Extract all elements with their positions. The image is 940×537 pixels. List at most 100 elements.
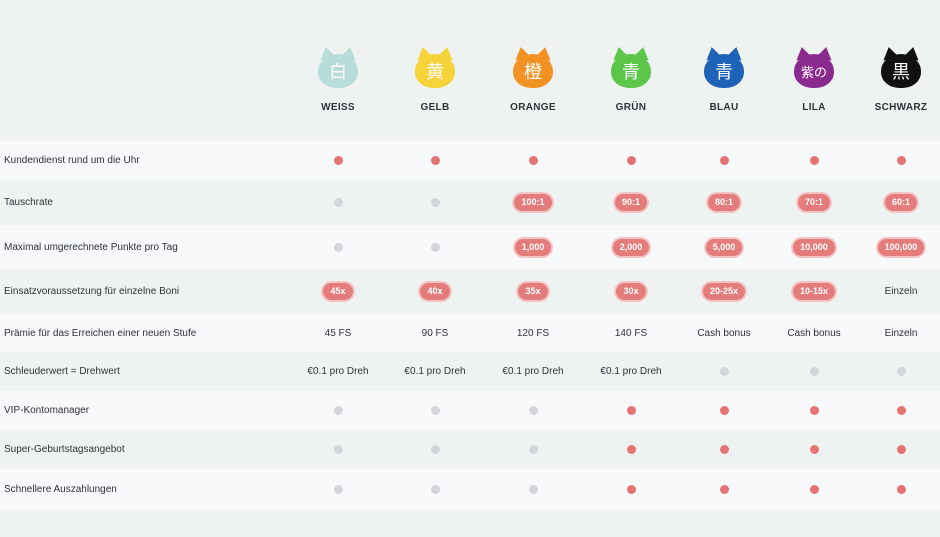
excluded-dot-icon (333, 242, 343, 252)
table-cell (385, 391, 485, 430)
table-cell: 10,000 (764, 225, 864, 269)
excluded-dot-icon (430, 485, 440, 494)
table-cell: 45x (288, 269, 388, 314)
table-cell (674, 430, 774, 469)
row-label: Super-Geburtstagsangebot (4, 444, 125, 455)
row-label: Prämie für das Erreichen einer neuen Stu… (4, 327, 197, 339)
table-row: Kundendienst rund um die Uhr (0, 141, 940, 180)
table-cell: 40x (385, 269, 485, 314)
excluded-dot-icon (430, 242, 440, 252)
included-dot-icon (809, 406, 819, 415)
included-dot-icon (719, 485, 729, 494)
tier-glyph: 青 (704, 54, 744, 88)
row-label: Einsatzvoraussetzung für einzelne Boni (4, 286, 180, 297)
tier-label: WEISS (321, 102, 355, 113)
table-cell (483, 391, 583, 430)
table-cell: €0.1 pro Dreh (385, 352, 485, 391)
table-cell: Einzeln (851, 314, 940, 352)
table-cell (764, 391, 864, 430)
table-cell: 10-15x (764, 269, 864, 314)
table-cell (385, 141, 485, 180)
excluded-dot-icon (719, 367, 729, 376)
table-row: Tauschrate 100:1 90:1 80:1 70:1 60:1 (0, 180, 940, 225)
excluded-dot-icon (528, 445, 538, 454)
included-dot-icon (626, 445, 636, 454)
table-cell (764, 352, 864, 391)
included-dot-icon (896, 445, 906, 454)
table-cell (483, 469, 583, 510)
cat-badge-icon: 紫の (793, 45, 835, 88)
table-cell (851, 391, 940, 430)
value-pill: 1,000 (514, 238, 552, 256)
excluded-dot-icon (809, 367, 819, 376)
excluded-dot-icon (896, 367, 906, 376)
table-cell (674, 141, 774, 180)
cell-text: Einzeln (884, 327, 918, 339)
footer-band (0, 510, 940, 537)
table-cell (581, 391, 681, 430)
included-dot-icon (719, 156, 729, 165)
included-dot-icon (719, 406, 729, 415)
table-cell (288, 469, 388, 510)
table-cell: €0.1 pro Dreh (288, 352, 388, 391)
value-pill: 45x (323, 283, 353, 300)
cat-badge-icon: 青 (703, 45, 745, 88)
table-cell (288, 141, 388, 180)
row-label: Tauschrate (4, 197, 53, 208)
included-dot-icon (333, 156, 343, 165)
table-cell (385, 180, 485, 225)
excluded-dot-icon (430, 445, 440, 454)
tier-glyph: 黄 (415, 54, 455, 88)
included-dot-icon (809, 156, 819, 165)
table-cell (764, 430, 864, 469)
table-cell (385, 469, 485, 510)
tier-glyph: 紫の (794, 54, 834, 88)
included-dot-icon (626, 156, 636, 165)
table-row: Einsatzvoraussetzung für einzelne Boni 45… (0, 269, 940, 314)
table-cell (581, 469, 681, 510)
value-pill: 70:1 (797, 194, 830, 211)
table-cell (851, 352, 940, 391)
cell-text: Einzeln (884, 286, 918, 297)
table-cell: 80:1 (674, 180, 774, 225)
table-cell (385, 430, 485, 469)
value-pill: 60:1 (884, 194, 917, 211)
included-dot-icon (896, 406, 906, 415)
row-label: Maximal umgerechnete Punkte pro Tag (4, 241, 178, 253)
excluded-dot-icon (430, 406, 440, 415)
table-cell: 90:1 (581, 180, 681, 225)
row-label: Kundendienst rund um die Uhr (4, 155, 140, 166)
value-pill: 10,000 (793, 238, 835, 256)
value-pill: 100,000 (877, 238, 925, 256)
value-pill: 20-25x (702, 283, 746, 300)
table-cell (288, 225, 388, 269)
table-row: Schnellere Auszahlungen (0, 469, 940, 510)
table-cell (851, 430, 940, 469)
table-cell (764, 469, 864, 510)
table-cell (288, 180, 388, 225)
cell-text: 45 FS (324, 327, 352, 339)
tier-orange: 橙 ORANGE (488, 45, 578, 113)
tier-grun: 青 GRÜN (586, 45, 676, 113)
excluded-dot-icon (333, 198, 343, 207)
cell-text: Cash bonus (787, 327, 841, 339)
included-dot-icon (896, 485, 906, 494)
table-cell: 2,000 (581, 225, 681, 269)
table-cell (851, 469, 940, 510)
table-cell (483, 141, 583, 180)
table-cell (674, 469, 774, 510)
excluded-dot-icon (333, 406, 343, 415)
value-pill: 2,000 (612, 238, 650, 256)
table-cell: 5,000 (674, 225, 774, 269)
table-cell (851, 141, 940, 180)
table-row: Schleuderwert = Drehwert €0.1 pro Dreh €0.… (0, 352, 940, 391)
tier-label: LILA (802, 102, 826, 113)
tier-label: ORANGE (510, 102, 556, 113)
excluded-dot-icon (333, 445, 343, 454)
table-row: Maximal umgerechnete Punkte pro Tag 1,000… (0, 225, 940, 269)
value-pill: 40x (420, 283, 450, 300)
tier-header: 白 WEISS 黄 GELB 橙 ORANGE 青 GRÜN 青 BLAU 紫の LILA 黒 SCHWA… (0, 0, 940, 140)
table-cell (581, 430, 681, 469)
table-cell: 90 FS (385, 314, 485, 352)
table-cell: Cash bonus (674, 314, 774, 352)
